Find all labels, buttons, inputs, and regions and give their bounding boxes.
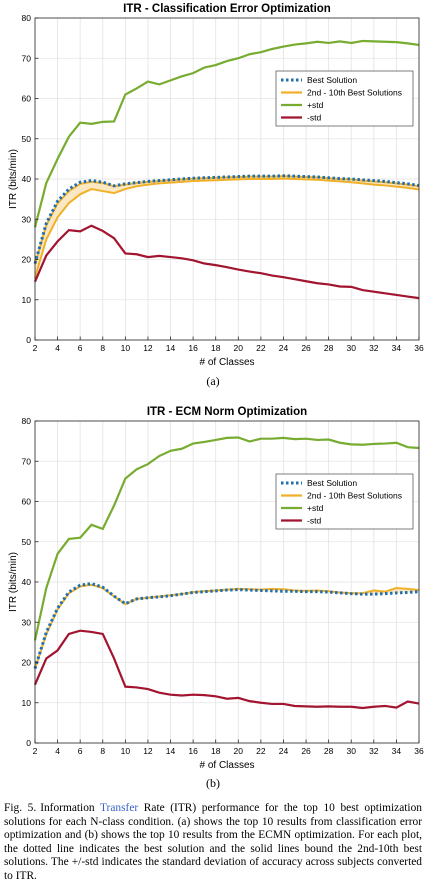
- x-tick-label: 4: [55, 343, 60, 353]
- x-tick-label: 16: [188, 343, 198, 353]
- y-tick-label: 80: [22, 416, 32, 426]
- x-tick-label: 28: [324, 746, 334, 756]
- legend-entry: -std: [307, 516, 321, 526]
- x-tick-label: 6: [78, 746, 83, 756]
- x-tick-label: 32: [369, 343, 379, 353]
- x-axis-label: # of Classes: [199, 760, 254, 771]
- y-axis-label: ITR (bits/min): [8, 552, 19, 612]
- x-axis-label: # of Classes: [199, 357, 254, 368]
- x-tick-label: 6: [78, 343, 83, 353]
- x-tick-label: 8: [100, 343, 105, 353]
- y-tick-label: 10: [22, 295, 32, 305]
- y-tick-label: 70: [22, 53, 32, 63]
- x-tick-label: 26: [301, 343, 311, 353]
- chart-title: ITR - Classification Error Optimization: [123, 3, 331, 15]
- series-line-best-solution: [33, 174, 420, 264]
- y-tick-label: 70: [22, 456, 32, 466]
- y-tick-label: 20: [22, 255, 32, 265]
- x-tick-label: 26: [301, 746, 311, 756]
- y-tick-label: 60: [22, 497, 32, 507]
- x-tick-label: 30: [347, 343, 357, 353]
- y-tick-label: 50: [22, 537, 32, 547]
- y-tick-label: 30: [22, 617, 32, 627]
- caption-figure-number: Fig. 5.: [4, 802, 37, 814]
- x-tick-label: 36: [414, 746, 424, 756]
- legend-entry: Best Solution: [307, 75, 357, 85]
- y-tick-label: 80: [22, 13, 32, 23]
- x-tick-label: 32: [369, 746, 379, 756]
- legend-entry: 2nd - 10th Best Solutions: [307, 491, 402, 501]
- x-tick-label: 20: [234, 746, 244, 756]
- series-line-band-lower: [34, 177, 420, 278]
- x-tick-label: 20: [234, 343, 244, 353]
- legend-entry: Best Solution: [307, 478, 357, 488]
- series-line-std: [33, 39, 420, 228]
- y-tick-label: 60: [22, 94, 32, 104]
- x-tick-label: 14: [166, 746, 176, 756]
- y-tick-label: 30: [22, 214, 32, 224]
- x-tick-label: 24: [279, 746, 289, 756]
- chart-title: ITR - ECM Norm Optimization: [147, 406, 307, 418]
- x-tick-label: 18: [211, 343, 221, 353]
- series-line-std: [33, 224, 420, 300]
- x-tick-label: 24: [279, 343, 289, 353]
- x-tick-label: 2: [33, 746, 38, 756]
- x-tick-label: 16: [188, 746, 198, 756]
- y-tick-label: 50: [22, 134, 32, 144]
- x-tick-label: 28: [324, 343, 334, 353]
- legend-entry: 2nd - 10th Best Solutions: [307, 88, 402, 98]
- y-axis-label: ITR (bits/min): [8, 149, 19, 209]
- x-tick-label: 22: [256, 343, 266, 353]
- x-tick-label: 34: [392, 746, 402, 756]
- y-tick-label: 10: [22, 698, 32, 708]
- x-tick-label: 36: [414, 343, 424, 353]
- x-tick-label: 2: [33, 343, 38, 353]
- x-tick-label: 22: [256, 746, 266, 756]
- panel-label-b: (b): [206, 776, 220, 790]
- x-tick-label: 10: [121, 746, 131, 756]
- y-tick-label: 0: [26, 738, 31, 748]
- x-tick-label: 30: [347, 746, 357, 756]
- x-tick-label: 14: [166, 343, 176, 353]
- series-line-std: [33, 436, 420, 641]
- x-tick-label: 18: [211, 746, 221, 756]
- caption-highlighted-word: Transfer: [100, 802, 139, 814]
- x-tick-label: 4: [55, 746, 60, 756]
- x-tick-label: 12: [143, 343, 153, 353]
- x-tick-label: 34: [392, 343, 402, 353]
- series-line-std: [33, 629, 420, 710]
- x-tick-label: 12: [143, 746, 153, 756]
- chart-classification-error: ITR - Classification Error Optimization 2…: [8, 3, 424, 368]
- caption-text-start: Information: [40, 802, 100, 814]
- series-line-best-solution: [33, 582, 420, 669]
- y-tick-label: 20: [22, 658, 32, 668]
- figure-caption: Fig. 5. Information Transfer Rate (ITR) p…: [4, 802, 422, 884]
- y-tick-label: 40: [22, 577, 32, 587]
- x-tick-label: 10: [121, 343, 131, 353]
- panel-label-a: (a): [206, 374, 220, 388]
- y-tick-label: 40: [22, 174, 32, 184]
- legend-entry: +std: [307, 503, 324, 513]
- legend-entry: +std: [307, 100, 324, 110]
- caption-text-rest: Rate (ITR) performance for the top 10 be…: [4, 802, 422, 882]
- legend-entry: -std: [307, 113, 321, 123]
- y-tick-label: 0: [26, 335, 31, 345]
- x-tick-label: 8: [100, 746, 105, 756]
